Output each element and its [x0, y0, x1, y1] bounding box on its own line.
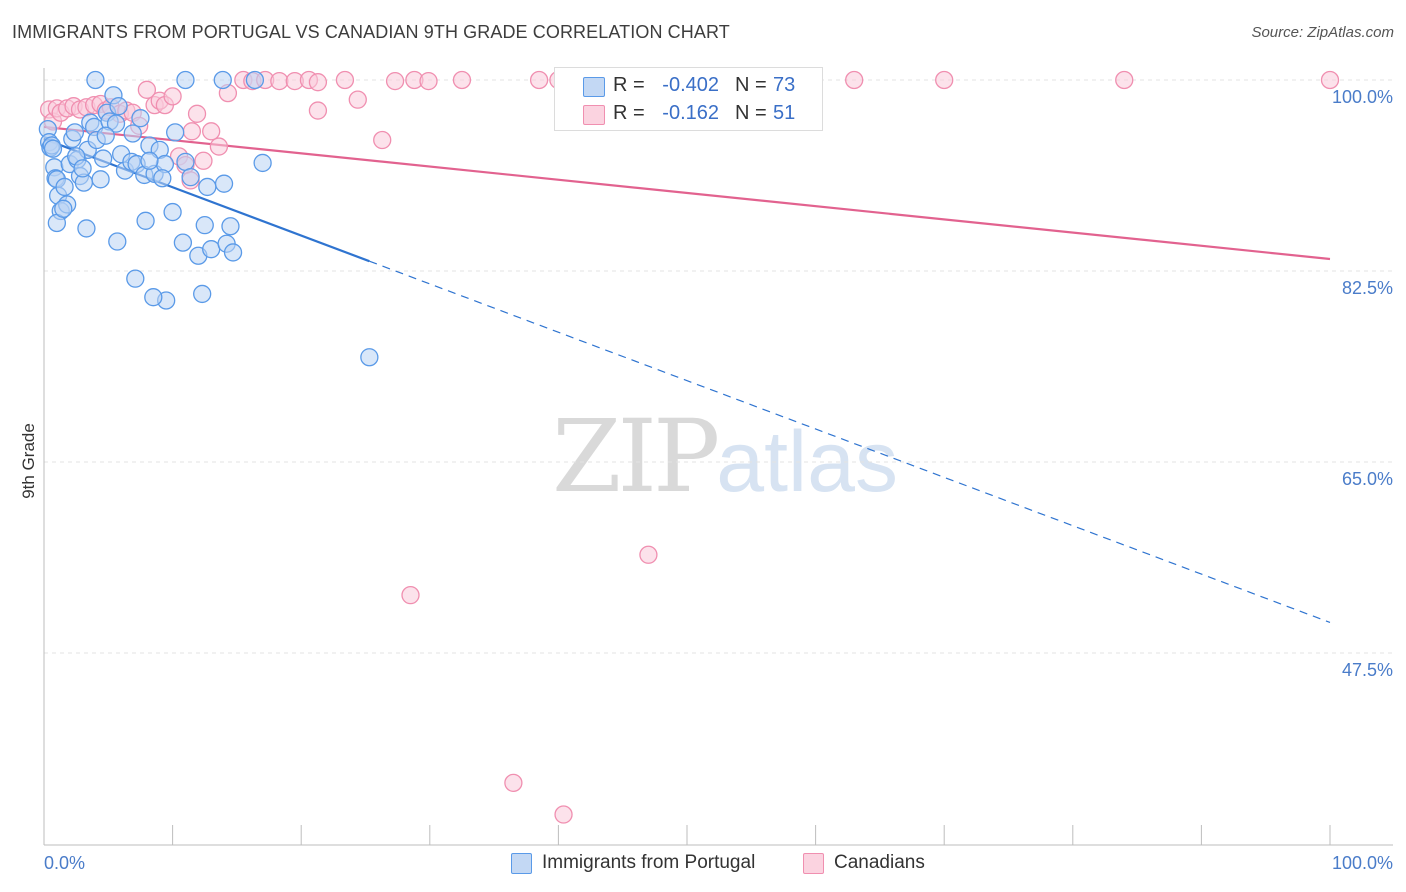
point-portugal [198, 177, 217, 197]
y-tick-label: 100.0% [1332, 87, 1393, 107]
point-portugal [176, 152, 195, 172]
point-portugal [166, 123, 185, 142]
point-portugal [131, 109, 150, 128]
point-canadians [1115, 70, 1134, 90]
point-portugal [153, 169, 172, 188]
legend-label: Immigrants from Portugal [542, 852, 756, 873]
point-canadians [935, 70, 954, 90]
point-portugal [126, 269, 145, 288]
x-tick-label: 100.0% [1332, 853, 1393, 873]
point-portugal [106, 114, 126, 133]
point-portugal [54, 199, 73, 218]
point-portugal [94, 149, 113, 168]
n-value: 73 [773, 74, 796, 96]
point-portugal [181, 167, 200, 187]
y-tick-label: 47.5% [1342, 660, 1393, 680]
data-points [38, 70, 1340, 824]
n-value: 51 [773, 102, 796, 124]
point-portugal [193, 284, 212, 304]
stats-row-canadians: R = -0.162 N = 51 [555, 100, 822, 128]
axes [43, 68, 1393, 846]
point-canadians [163, 87, 182, 106]
chart-source: Source: ZipAtlas.com [1251, 24, 1394, 41]
point-portugal [109, 97, 128, 116]
point-portugal [176, 70, 195, 90]
point-portugal [65, 123, 85, 142]
point-canadians [373, 130, 392, 150]
chart-title: IMMIGRANTS FROM PORTUGAL VS CANADIAN 9TH… [12, 22, 730, 42]
point-portugal [223, 243, 243, 262]
watermark-zip: ZIP [552, 398, 720, 515]
point-portugal [86, 70, 105, 90]
stats-box: R = -0.402 N = 73 R = -0.162 N = 51 [554, 67, 823, 131]
legend-swatch-canadians [803, 853, 824, 874]
point-portugal [43, 139, 63, 158]
point-canadians [385, 71, 405, 91]
r-label: R = [613, 74, 645, 96]
stats-row-portugal: R = -0.402 N = 73 [555, 72, 822, 100]
point-canadians [182, 122, 202, 141]
point-canadians [554, 805, 573, 824]
point-canadians [335, 70, 355, 90]
point-portugal [140, 151, 159, 170]
point-portugal [195, 216, 214, 235]
point-portugal [213, 70, 232, 90]
point-canadians [194, 151, 213, 170]
tick-labels: 100.0% 82.5% 65.0% 47.5% 0.0% 100.0% 9th Grade [19, 87, 1393, 873]
point-canadians [209, 137, 229, 156]
point-portugal [96, 126, 115, 145]
point-canadians [348, 90, 367, 109]
r-label: R = [613, 102, 645, 124]
point-portugal [214, 174, 234, 193]
y-axis-label: 9th Grade [19, 423, 38, 499]
point-canadians [529, 70, 549, 90]
n-label: N = [735, 102, 767, 124]
y-tick-label: 82.5% [1342, 278, 1393, 298]
point-portugal [55, 177, 74, 197]
grid-lines [44, 79, 1393, 654]
point-canadians [639, 545, 658, 564]
point-portugal [136, 211, 155, 230]
point-portugal [73, 159, 92, 178]
point-portugal [144, 288, 163, 307]
point-portugal [202, 240, 221, 259]
point-canadians [187, 104, 207, 123]
r-value: -0.162 [662, 102, 719, 124]
n-label: N = [735, 74, 767, 96]
point-canadians [401, 586, 420, 605]
r-value: -0.402 [662, 74, 719, 96]
point-canadians [1320, 70, 1340, 90]
point-canadians [452, 70, 472, 90]
y-tick-label: 65.0% [1342, 469, 1393, 489]
swatch-portugal [583, 77, 605, 97]
x-tick-label: 0.0% [44, 853, 85, 873]
point-canadians [270, 71, 289, 91]
legend-label: Canadians [834, 852, 925, 873]
point-portugal [221, 217, 240, 236]
point-portugal [163, 202, 182, 222]
point-portugal [77, 219, 96, 238]
legend-swatch-portugal [511, 853, 532, 874]
point-portugal [91, 170, 110, 189]
point-canadians [308, 101, 328, 120]
point-portugal [245, 70, 265, 90]
point-portugal [123, 124, 142, 143]
point-portugal [173, 233, 193, 252]
trend-lines [43, 125, 1331, 624]
trend-line-canadians [43, 125, 1331, 261]
point-canadians [202, 122, 221, 141]
point-portugal [360, 348, 379, 367]
point-portugal [108, 232, 127, 251]
watermark: ZIPatlas [552, 398, 898, 515]
point-canadians [419, 71, 438, 91]
point-canadians [504, 773, 523, 793]
point-portugal [253, 153, 272, 173]
swatch-canadians [583, 105, 605, 125]
point-canadians [845, 70, 864, 90]
point-canadians [137, 80, 157, 99]
point-canadians [308, 73, 328, 92]
trend-line-portugal-dashed [369, 260, 1331, 624]
